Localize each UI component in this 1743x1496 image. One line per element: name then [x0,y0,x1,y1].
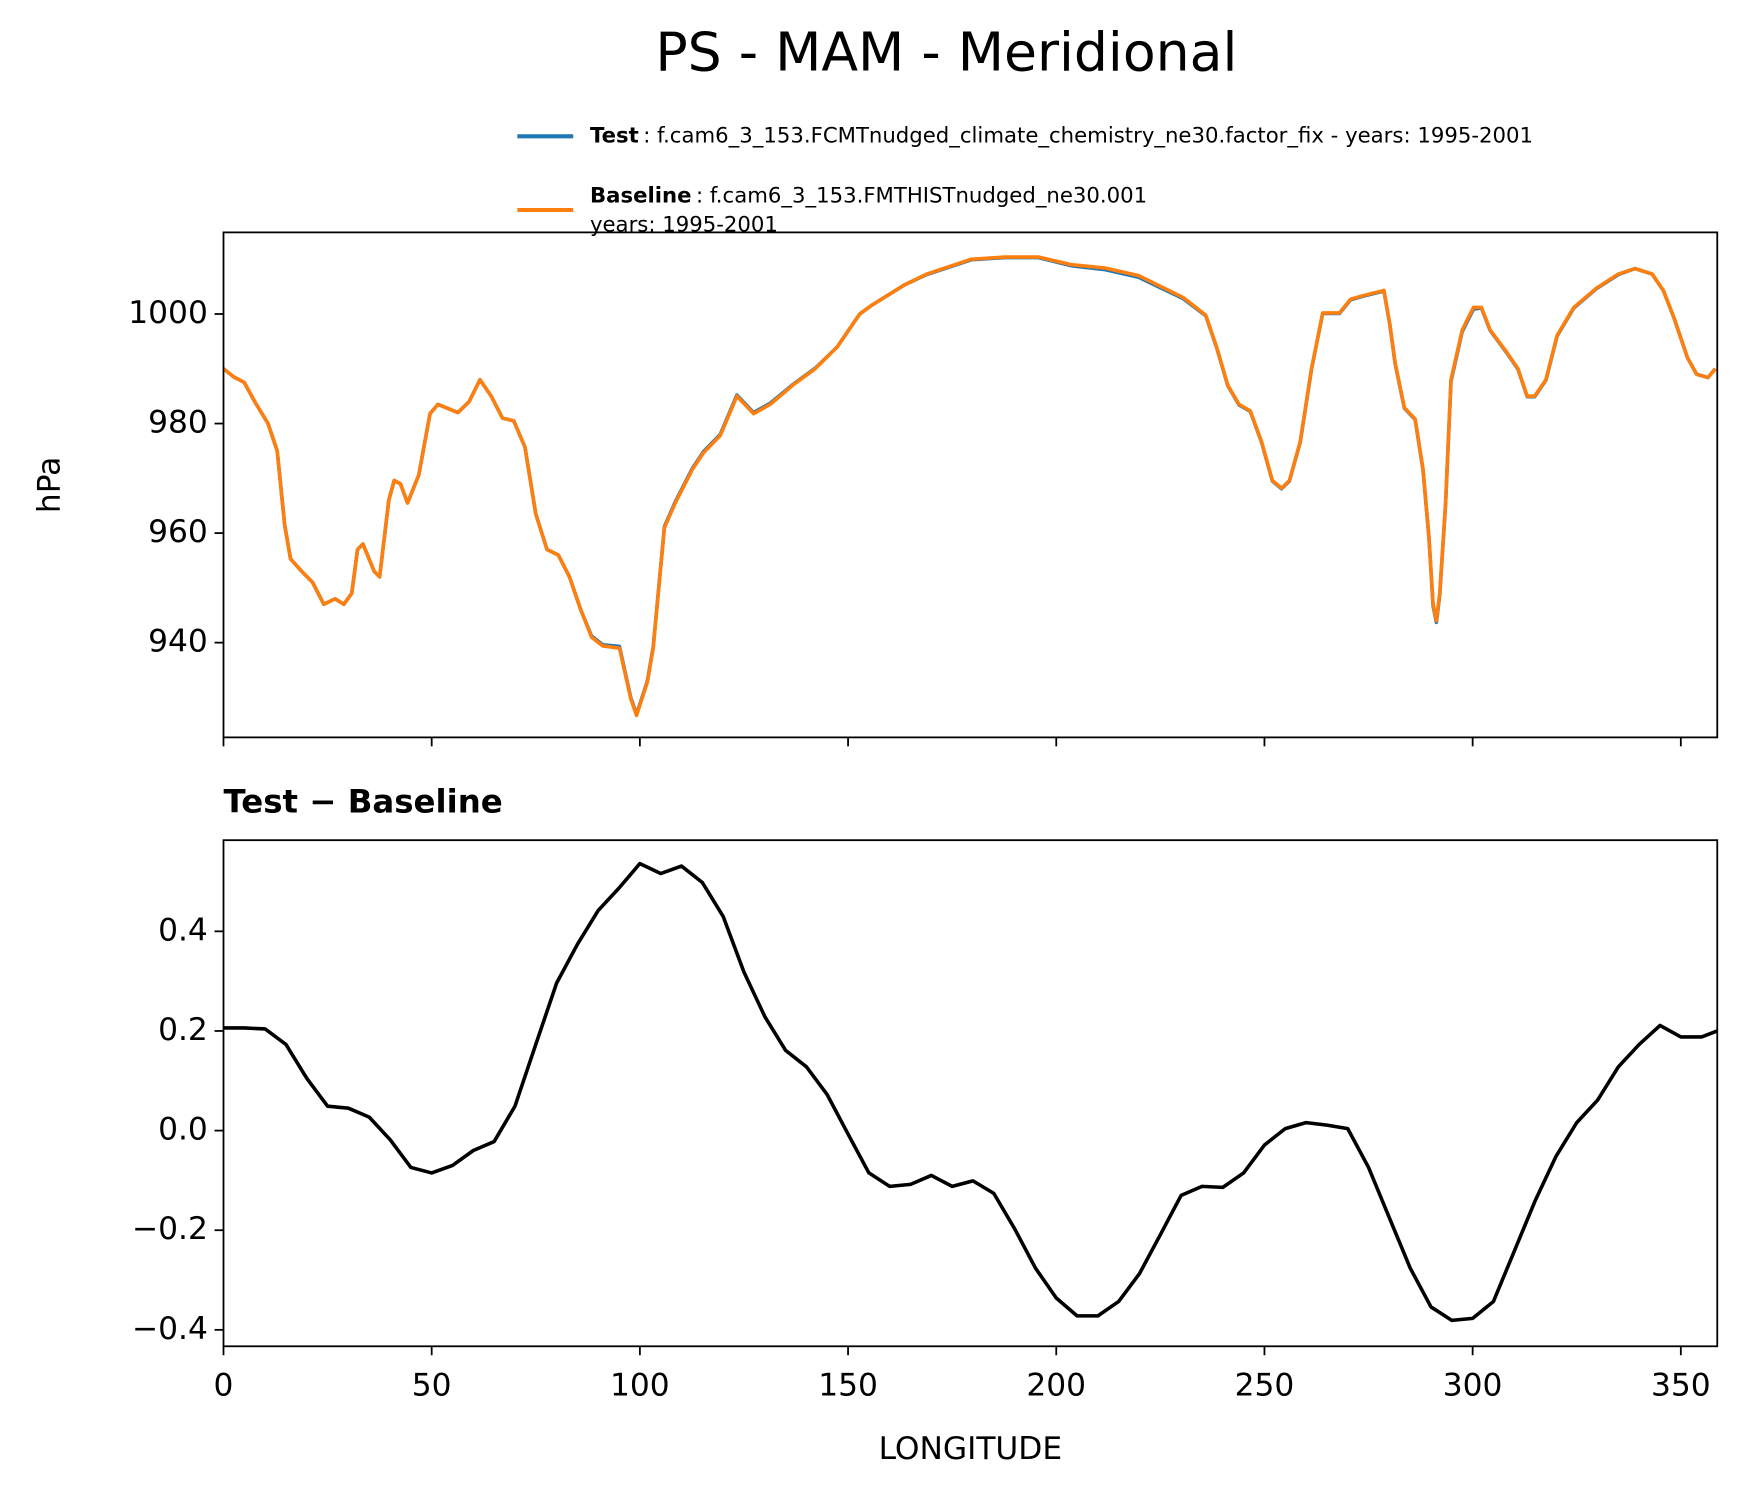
y-tick-label: 0.4 [158,912,208,948]
x-tick-label: 350 [1651,1368,1711,1404]
y-tick-label: 1000 [128,295,208,331]
data-line [222,255,1717,717]
legend-entry: Baseline: f.cam6_3_153.FMTHISTnudged_ne3… [590,184,1147,209]
y-tick-label: 980 [148,405,208,441]
y-tick-label: 960 [148,514,208,550]
y-axis-label: hPa [31,457,67,513]
x-tick-label: 300 [1443,1368,1503,1404]
x-tick-label: 100 [610,1368,670,1404]
x-tick-label: 150 [818,1368,878,1404]
x-tick-label: 250 [1235,1368,1295,1404]
data-line [223,861,1718,1323]
data-line [222,255,1717,718]
axes-title: Test − Baseline [223,782,502,820]
x-tick-label: 200 [1026,1368,1086,1404]
axes-frame [222,839,1719,1348]
legend-text: : f.cam6_3_153.FMTHISTnudged_ne30.001 [696,184,1147,209]
legend-name: Test [590,123,639,148]
legend-text: : f.cam6_3_153.FCMTnudged_climate_chemis… [643,123,1533,148]
x-tick-label: 0 [214,1368,234,1404]
y-tick-label: 0.2 [158,1012,208,1048]
y-tick-label: 0.0 [158,1112,208,1148]
x-tick-label: 50 [412,1368,452,1404]
x-axis-label: LONGITUDE [879,1431,1063,1467]
legend-name: Baseline [590,184,692,209]
legend-entry: Test: f.cam6_3_153.FCMTnudged_climate_ch… [590,123,1533,148]
figure-title: PS - MAM - Meridional [655,21,1237,84]
legend-text: years: 1995-2001 [590,213,778,238]
axes-frame [222,231,1719,739]
y-tick-label: −0.4 [132,1311,208,1347]
y-tick-label: 940 [148,624,208,660]
y-tick-label: −0.2 [132,1211,208,1247]
